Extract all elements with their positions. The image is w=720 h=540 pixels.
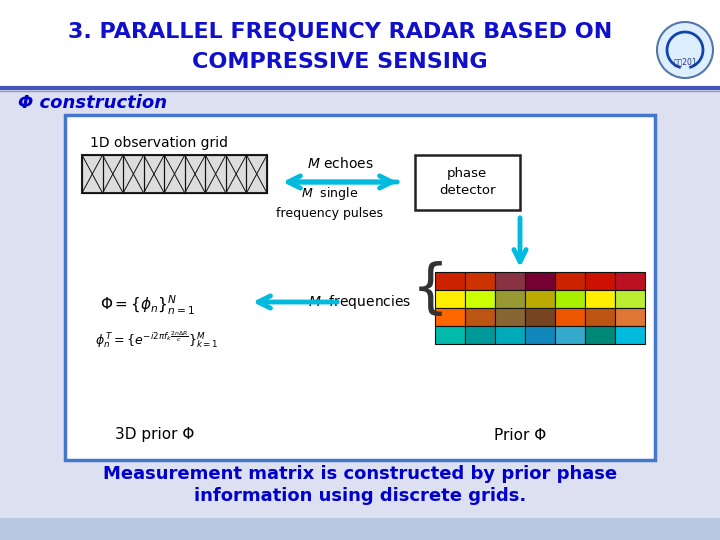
Bar: [465, 272, 495, 290]
Bar: [555, 308, 585, 326]
Text: 1D observation grid: 1D observation grid: [90, 136, 228, 150]
Bar: [615, 272, 645, 290]
Bar: [525, 308, 555, 326]
Bar: [205, 155, 226, 193]
Bar: [102, 155, 123, 193]
Bar: [525, 326, 555, 344]
Bar: [82, 155, 102, 193]
Bar: [555, 290, 585, 308]
Bar: [615, 308, 645, 326]
Text: COMPRESSIVE SENSING: COMPRESSIVE SENSING: [192, 52, 488, 72]
Bar: [495, 290, 525, 308]
Bar: [185, 155, 205, 193]
Bar: [415, 155, 520, 210]
Bar: [65, 115, 655, 460]
Bar: [123, 155, 144, 193]
Bar: [226, 155, 246, 193]
Bar: [435, 308, 465, 326]
Text: $\Phi = \{\phi_n\}_{n=1}^{N}$: $\Phi = \{\phi_n\}_{n=1}^{N}$: [100, 293, 195, 316]
Bar: [435, 326, 465, 344]
Bar: [82, 155, 267, 193]
Bar: [465, 326, 495, 344]
Text: 北航201: 北航201: [673, 57, 697, 66]
Bar: [495, 272, 525, 290]
Bar: [555, 326, 585, 344]
Bar: [164, 155, 185, 193]
Text: $\phi_n^{\,T} = \{e^{-i2\pi f_k\frac{2n\Delta R}{c}}\}_{k=1}^M$: $\phi_n^{\,T} = \{e^{-i2\pi f_k\frac{2n\…: [95, 329, 219, 350]
Bar: [525, 272, 555, 290]
Text: Prior Φ: Prior Φ: [494, 428, 546, 442]
Bar: [465, 290, 495, 308]
Bar: [525, 290, 555, 308]
Bar: [555, 272, 585, 290]
Text: 3D prior Φ: 3D prior Φ: [115, 428, 194, 442]
Bar: [435, 290, 465, 308]
Text: phase
detector: phase detector: [438, 166, 495, 198]
Bar: [585, 290, 615, 308]
Bar: [585, 308, 615, 326]
Text: $\it{M}$  single
frequency pulses: $\it{M}$ single frequency pulses: [276, 185, 384, 219]
Bar: [435, 272, 465, 290]
Text: 3. PARALLEL FREQUENCY RADAR BASED ON: 3. PARALLEL FREQUENCY RADAR BASED ON: [68, 22, 612, 42]
Text: Φ construction: Φ construction: [18, 94, 167, 112]
Bar: [246, 155, 267, 193]
Text: $\it{M}$  frequencies: $\it{M}$ frequencies: [308, 293, 412, 311]
Text: $\it{M}$ echoes: $\it{M}$ echoes: [307, 156, 374, 171]
Bar: [495, 326, 525, 344]
Bar: [0, 518, 720, 540]
Bar: [144, 155, 164, 193]
Bar: [585, 272, 615, 290]
Bar: [465, 308, 495, 326]
Circle shape: [657, 22, 713, 78]
Bar: [585, 326, 615, 344]
Bar: [615, 326, 645, 344]
Text: information using discrete grids.: information using discrete grids.: [194, 487, 526, 505]
Text: Measurement matrix is constructed by prior phase: Measurement matrix is constructed by pri…: [103, 465, 617, 483]
Bar: [495, 308, 525, 326]
Bar: [615, 290, 645, 308]
Text: {: {: [411, 261, 449, 319]
Bar: [0, 0, 720, 88]
